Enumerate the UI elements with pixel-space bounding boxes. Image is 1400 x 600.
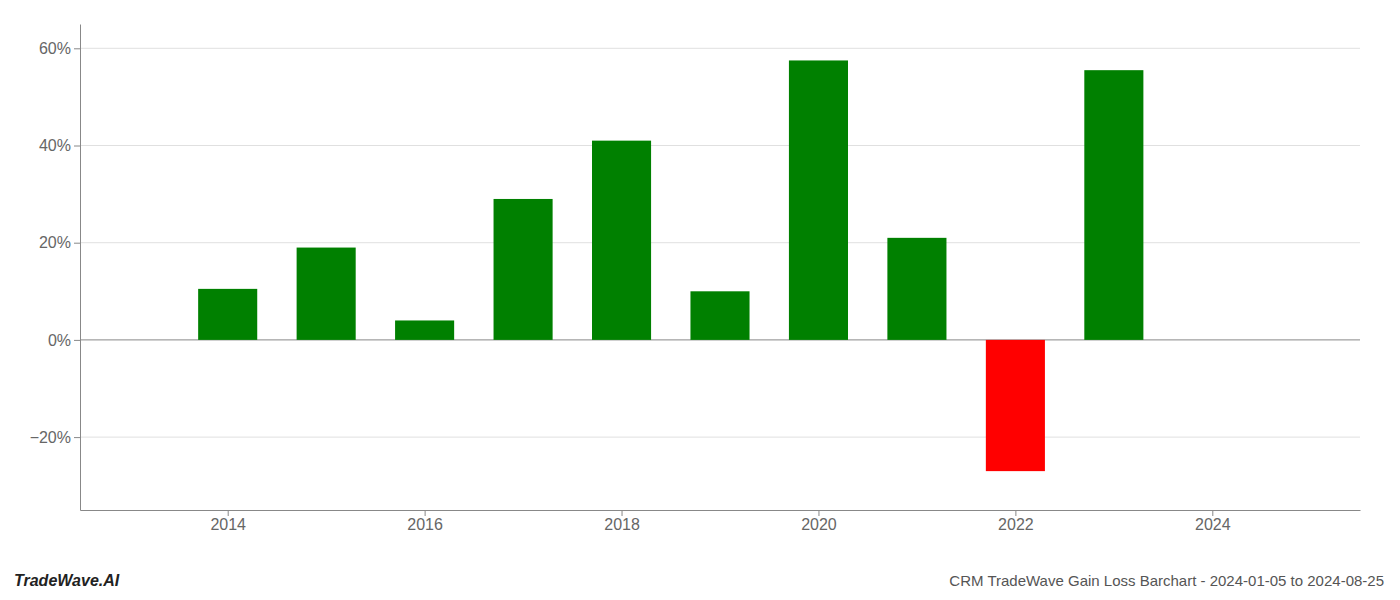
grid-line [80, 242, 1360, 243]
x-tick-label: 2014 [210, 516, 246, 533]
x-tick-mark [228, 510, 229, 516]
x-tick-label: 2024 [1195, 516, 1231, 533]
grid [80, 48, 1360, 437]
y-tick-label: −20% [30, 429, 71, 446]
y-tick-label: 20% [39, 234, 71, 251]
x-tick-mark [425, 510, 426, 516]
x-tick-label: 2016 [407, 516, 443, 533]
x-tick-mark [1015, 510, 1016, 516]
title: CRM TradeWave Gain Loss Barchart - 2024-… [949, 572, 1384, 589]
bar [986, 340, 1045, 471]
y-axis-line [80, 25, 81, 511]
watermark: TradeWave.AI [14, 572, 120, 589]
x-tick-mark [1212, 510, 1213, 516]
x-axis-line [81, 510, 1361, 511]
y-tick-label: 0% [48, 332, 71, 349]
y-tick-mark [74, 146, 80, 147]
x-tick: 2018 [604, 510, 640, 533]
bar [789, 60, 848, 339]
y-tick: 60% [39, 40, 80, 57]
x-tick: 2014 [210, 510, 246, 533]
bar [198, 289, 257, 340]
y-tick-label: 40% [39, 137, 71, 154]
x-tick: 2022 [998, 510, 1034, 533]
bar [1084, 70, 1143, 340]
bar [690, 291, 749, 340]
bar [494, 199, 553, 340]
y-tick: 20% [39, 234, 80, 251]
bar [887, 238, 946, 340]
grid-line [80, 145, 1360, 146]
bar [395, 320, 454, 339]
y-tick: 0% [48, 332, 80, 349]
y-tick: 40% [39, 137, 80, 154]
x-tick: 2024 [1195, 510, 1231, 533]
bars [198, 60, 1143, 471]
x-tick-mark [818, 510, 819, 516]
x-axis: 2014 2016 2018 2020 2022 2024 [81, 510, 1361, 533]
y-axis: −20% 0% 20% 40% 60% [30, 25, 81, 511]
chart: −20% 0% 20% 40% 60% 2014 2016 2018 2020 2022 2024 C… [0, 0, 1400, 600]
bar [592, 141, 651, 340]
bar [297, 248, 356, 340]
grid-line [80, 437, 1360, 438]
x-tick-label: 2018 [604, 516, 640, 533]
y-tick-mark [74, 48, 80, 49]
y-tick-mark [74, 437, 80, 438]
x-tick-label: 2022 [998, 516, 1034, 533]
y-tick-label: 60% [39, 40, 71, 57]
grid-line [80, 48, 1360, 49]
y-tick-mark [74, 243, 80, 244]
x-tick-label: 2020 [801, 516, 837, 533]
y-tick-mark [74, 340, 80, 341]
x-tick-mark [622, 510, 623, 516]
y-tick: −20% [30, 429, 80, 446]
x-tick: 2016 [407, 510, 443, 533]
x-tick: 2020 [801, 510, 837, 533]
